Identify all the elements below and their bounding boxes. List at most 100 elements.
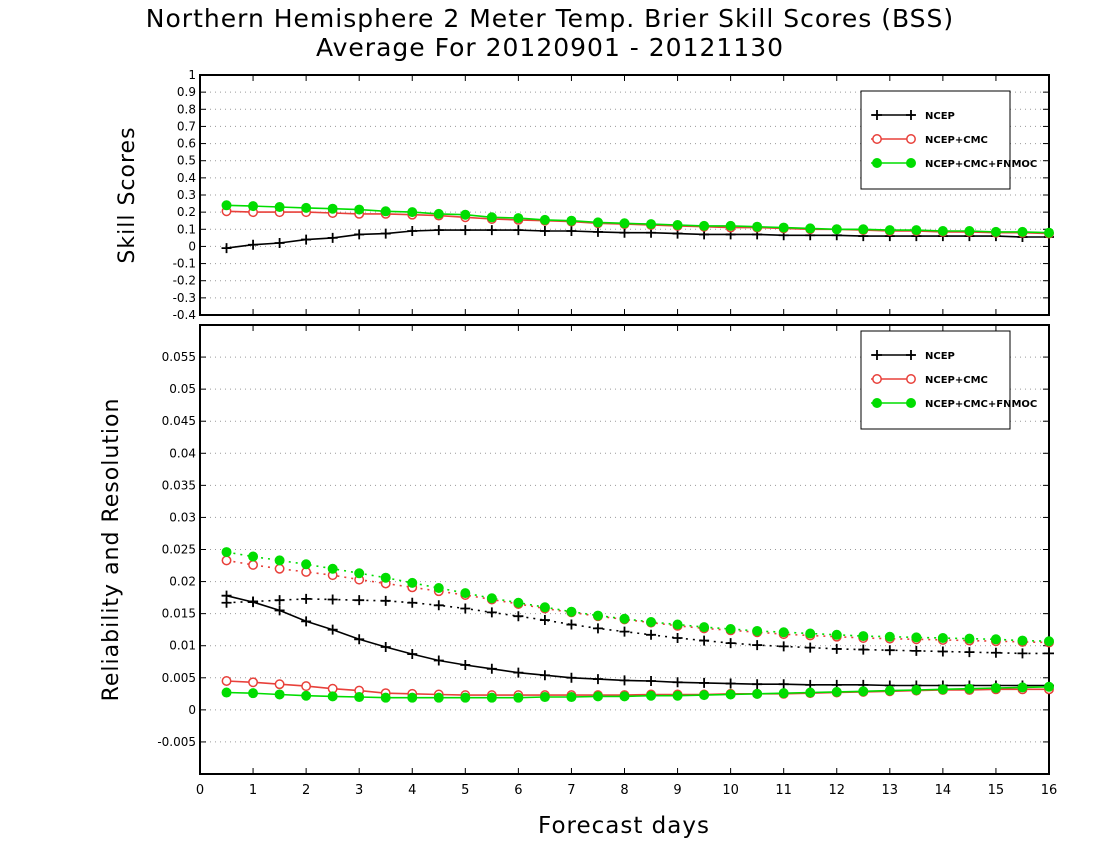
series-ncep <box>221 225 1054 254</box>
filled-circle-marker <box>460 209 471 220</box>
filled-circle-marker <box>433 692 444 703</box>
filled-circle-marker <box>513 597 524 608</box>
y-axis-label: Skill Scores <box>115 126 140 263</box>
filled-circle-marker <box>380 572 391 583</box>
plus-marker <box>592 623 603 634</box>
filled-circle-marker <box>872 158 882 168</box>
plus-marker <box>672 633 683 644</box>
plus-marker <box>592 674 603 685</box>
filled-circle-marker <box>911 632 922 643</box>
plus-marker <box>248 239 259 250</box>
filled-circle-marker <box>221 200 232 211</box>
filled-circle-marker <box>990 226 1001 237</box>
plus-marker <box>1044 648 1054 659</box>
filled-circle-marker <box>858 631 869 642</box>
plus-marker <box>539 615 550 626</box>
x-tick-label: 0 <box>196 783 204 798</box>
filled-circle-marker <box>1044 636 1054 647</box>
filled-circle-marker <box>858 224 869 235</box>
plus-marker <box>354 229 365 240</box>
x-tick-label: 4 <box>408 783 416 798</box>
y-tick-label: 0.025 <box>162 543 196 557</box>
series-ncep-cmc-fnmoc-resolution <box>221 547 1054 647</box>
filled-circle-marker <box>592 217 603 228</box>
plus-marker <box>1017 648 1028 659</box>
legend-label: NCEP+CMC <box>925 375 988 386</box>
x-tick-label: 5 <box>461 783 469 798</box>
x-tick-label: 7 <box>567 783 575 798</box>
filled-circle-marker <box>990 634 1001 645</box>
filled-circle-marker <box>592 610 603 621</box>
plus-marker <box>805 642 816 653</box>
series-line <box>226 204 1050 234</box>
filled-circle-marker <box>1044 681 1054 692</box>
filled-circle-marker <box>248 688 259 699</box>
circle-marker <box>301 681 312 692</box>
y-tick-label: 0 <box>188 239 196 253</box>
legend-entry: NCEP <box>871 350 955 362</box>
circle-marker <box>906 134 916 144</box>
y-tick-label: 0.5 <box>177 154 196 168</box>
plus-marker <box>221 590 232 601</box>
filled-circle-marker <box>460 692 471 703</box>
x-tick-label: 2 <box>302 783 310 798</box>
legend-box <box>860 90 1011 190</box>
plus-marker <box>301 593 312 604</box>
filled-circle-marker <box>486 212 497 223</box>
filled-circle-marker <box>327 563 338 574</box>
plus-marker <box>274 238 285 248</box>
filled-circle-marker <box>906 398 916 408</box>
filled-circle-marker <box>872 398 882 408</box>
filled-circle-marker <box>778 627 789 638</box>
y-axis-label: Reliability and Resolution <box>99 398 124 702</box>
plus-marker <box>911 645 922 656</box>
y-tick-label: 0.8 <box>177 102 196 116</box>
filled-circle-marker <box>752 625 763 636</box>
filled-circle-marker <box>778 222 789 233</box>
circle-marker <box>274 563 285 574</box>
filled-circle-marker <box>937 684 948 695</box>
filled-circle-marker <box>407 577 418 588</box>
filled-circle-marker <box>433 208 444 219</box>
plus-marker <box>327 594 338 605</box>
filled-circle-marker <box>274 689 285 700</box>
y-tick-label: -0.1 <box>173 257 196 271</box>
filled-circle-marker <box>433 582 444 593</box>
y-tick-label: 0 <box>188 703 196 717</box>
filled-circle-marker <box>1017 682 1028 693</box>
plus-marker <box>566 619 577 630</box>
plus-marker <box>778 679 789 690</box>
filled-circle-marker <box>831 629 842 640</box>
x-tick-label: 11 <box>775 783 792 798</box>
x-tick-label: 16 <box>1041 783 1058 798</box>
plus-marker <box>486 225 497 236</box>
plus-marker <box>646 629 657 640</box>
circle-marker <box>274 679 285 690</box>
filled-circle-marker <box>752 221 763 232</box>
legend-box <box>860 330 1011 430</box>
series-line <box>226 229 1049 249</box>
plot-frame <box>199 324 1050 775</box>
plus-marker <box>407 649 418 660</box>
plus-marker <box>486 663 497 674</box>
plus-marker <box>906 110 916 120</box>
y-tick-label: 1 <box>188 68 196 82</box>
legend-entry: NCEP+CMC+FNMOC <box>871 158 1037 170</box>
x-tick-label: 8 <box>620 783 628 798</box>
plus-marker <box>566 226 577 236</box>
y-tick-label: 0.01 <box>169 639 196 653</box>
plus-marker <box>699 635 710 646</box>
legend-label: NCEP+CMC <box>925 135 988 146</box>
legend-label: NCEP+CMC+FNMOC <box>925 159 1037 170</box>
series-line <box>226 559 1050 644</box>
filled-circle-marker <box>301 202 312 213</box>
plus-marker <box>354 634 365 645</box>
filled-circle-marker <box>752 688 763 699</box>
y-tick-label: 0.7 <box>177 119 196 133</box>
plus-marker <box>433 600 444 611</box>
circle-marker <box>248 559 259 570</box>
plus-marker <box>380 595 391 606</box>
circle-marker <box>872 134 882 144</box>
plus-marker <box>872 350 882 360</box>
plot-frame <box>199 74 1050 316</box>
